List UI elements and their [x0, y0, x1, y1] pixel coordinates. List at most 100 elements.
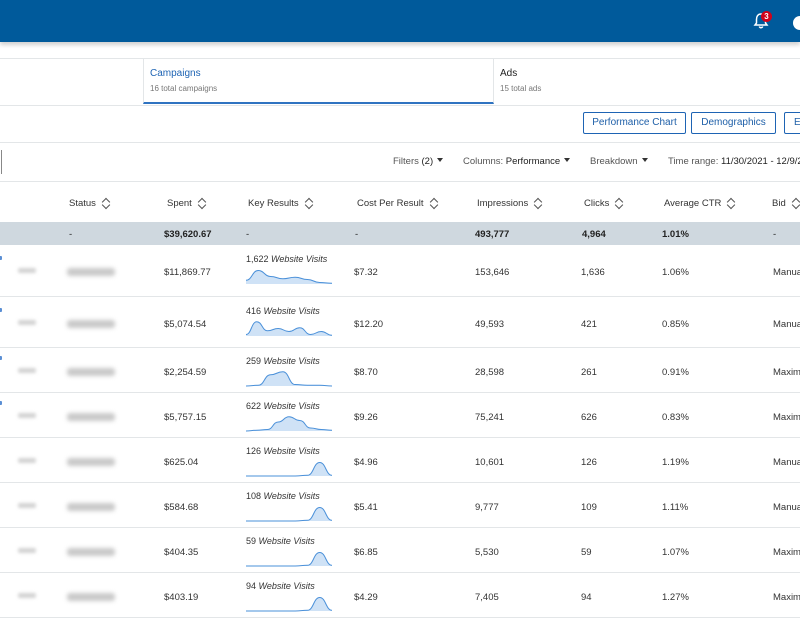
cell-bid: Manua	[773, 457, 800, 468]
key-results-count: 416	[246, 306, 262, 316]
key-results-type: Website Visits	[263, 306, 320, 316]
time-range-picker[interactable]: Time range: 11/30/2021 - 12/9/2	[668, 156, 800, 167]
cell-impressions: 9,777	[475, 502, 499, 513]
status-badge	[67, 503, 115, 511]
key-results-label: 59 Website Visits	[246, 536, 315, 546]
table-row[interactable]: $584.68 $5.41 9,777 109 1.11% Manua 108 Websit…	[0, 483, 800, 528]
cell-clicks: 261	[581, 367, 597, 378]
cell-ctr: 1.27%	[662, 592, 689, 603]
status-badge	[67, 548, 115, 556]
column-header-impressions[interactable]: Impressions	[477, 197, 542, 209]
key-results-sparkline	[245, 506, 333, 522]
table-row[interactable]: $11,869.77 $7.32 153,646 1,636 1.06% Manua 1,6…	[0, 245, 800, 297]
columns-value: Performance	[505, 156, 561, 167]
table-row[interactable]: $5,074.54 $12.20 49,593 421 0.85% Manua 416 We…	[0, 297, 800, 348]
filters-dropdown[interactable]: Filters (2)	[393, 156, 444, 167]
cell-cpr: $5.41	[354, 502, 378, 513]
campaign-name[interactable]	[18, 268, 36, 273]
cell-spent: $625.04	[164, 457, 199, 468]
breakdown-label: Breakdown	[590, 156, 638, 167]
cell-ctr: 1.11%	[662, 502, 689, 513]
key-results-label: 416 Website Visits	[246, 306, 320, 316]
campaign-name[interactable]	[18, 458, 36, 463]
chevron-down-icon	[564, 158, 571, 162]
cell-impressions: 28,598	[475, 367, 505, 378]
key-results-count: 94	[246, 581, 257, 591]
column-header-clicks[interactable]: Clicks	[584, 197, 623, 209]
key-results-type: Website Visits	[263, 446, 320, 456]
cell-impressions: 5,530	[475, 547, 499, 558]
tab-ads[interactable]: Ads 15 total ads	[494, 59, 800, 104]
total-status: -	[69, 229, 73, 240]
sort-icon	[431, 197, 438, 208]
status-badge	[67, 413, 115, 421]
user-avatar[interactable]	[793, 16, 800, 30]
total-spent: $39,620.67	[164, 229, 212, 240]
cell-impressions: 75,241	[475, 412, 505, 423]
key-results-label: 1,622 Website Visits	[246, 254, 327, 264]
cell-spent: $5,074.54	[164, 319, 207, 330]
table-row[interactable]: $5,757.15 $9.26 75,241 626 0.83% Maxim 622 Web…	[0, 393, 800, 438]
campaign-name[interactable]	[18, 368, 36, 373]
column-header-status[interactable]: Status	[69, 197, 110, 209]
entity-tabs: Campaigns 16 total campaigns Ads 15 tota…	[0, 58, 800, 106]
sparkline-line	[245, 371, 333, 387]
table-row[interactable]: $2,254.59 $8.70 28,598 261 0.91% Maxim 259 Web…	[0, 348, 800, 393]
key-results-sparkline	[245, 461, 333, 477]
performance-chart-button[interactable]: Performance Chart	[583, 112, 686, 134]
campaign-name[interactable]	[18, 593, 36, 598]
status-badge	[67, 593, 115, 601]
cell-clicks: 109	[581, 502, 597, 513]
totals-row: - $39,620.67 - - 493,777 4,964 1.01% -	[0, 222, 800, 245]
campaign-name[interactable]	[18, 413, 36, 418]
cell-impressions: 49,593	[475, 319, 505, 330]
columns-dropdown[interactable]: Columns: Performance	[463, 156, 571, 167]
table-header: Status Spent Key Results Cost Per Result…	[0, 181, 800, 223]
table-row[interactable]: $403.19 $4.29 7,405 94 1.27% Maxim 94 Website …	[0, 573, 800, 618]
sparkline-line	[245, 551, 333, 567]
tab-ads-title: Ads	[500, 68, 518, 79]
demographics-button[interactable]: Demographics	[691, 112, 776, 134]
status-badge	[67, 268, 115, 276]
column-header-key-results[interactable]: Key Results	[248, 197, 313, 209]
key-results-sparkline	[245, 596, 333, 612]
search-input[interactable]	[0, 150, 2, 174]
breakdown-dropdown[interactable]: Breakdown	[590, 156, 648, 167]
total-clicks: 4,964	[582, 229, 606, 240]
key-results-sparkline	[245, 269, 333, 284]
campaign-name[interactable]	[18, 320, 36, 325]
status-badge	[67, 320, 115, 328]
key-results-sparkline	[245, 551, 333, 567]
status-badge	[67, 458, 115, 466]
cell-clicks: 421	[581, 319, 597, 330]
key-results-type: Website Visits	[263, 491, 320, 501]
cell-bid: Manua	[773, 267, 800, 278]
cell-spent: $2,254.59	[164, 367, 207, 378]
export-button[interactable]: Ex	[784, 112, 800, 134]
sort-icon	[616, 197, 623, 208]
time-range-label: Time range:	[668, 156, 719, 167]
tab-campaigns[interactable]: Campaigns 16 total campaigns	[143, 59, 494, 104]
key-results-type: Website Visits	[271, 254, 328, 264]
total-impressions: 493,777	[475, 229, 510, 240]
cell-clicks: 1,636	[581, 267, 605, 278]
campaign-name[interactable]	[18, 503, 36, 508]
cell-clicks: 59	[581, 547, 592, 558]
chevron-down-icon	[437, 158, 444, 162]
cell-cpr: $6.85	[354, 547, 378, 558]
sparkline-line	[245, 461, 333, 477]
sort-icon	[306, 197, 313, 208]
column-header-bid[interactable]: Bid	[772, 197, 800, 209]
column-header-average-ctr[interactable]: Average CTR	[664, 197, 735, 209]
key-results-count: 259	[246, 356, 262, 366]
column-header-cost-per-result[interactable]: Cost Per Result	[357, 197, 438, 209]
sort-icon	[728, 197, 735, 208]
campaign-name[interactable]	[18, 548, 36, 553]
table-row[interactable]: $404.35 $6.85 5,530 59 1.07% Maxim 59 Website …	[0, 528, 800, 573]
table-row[interactable]: $625.04 $4.96 10,601 126 1.19% Manua 126 Websi…	[0, 438, 800, 483]
cell-ctr: 0.91%	[662, 367, 689, 378]
cell-spent: $584.68	[164, 502, 199, 513]
column-header-spent[interactable]: Spent	[167, 197, 206, 209]
sort-icon	[535, 197, 542, 208]
cell-impressions: 153,646	[475, 267, 510, 278]
